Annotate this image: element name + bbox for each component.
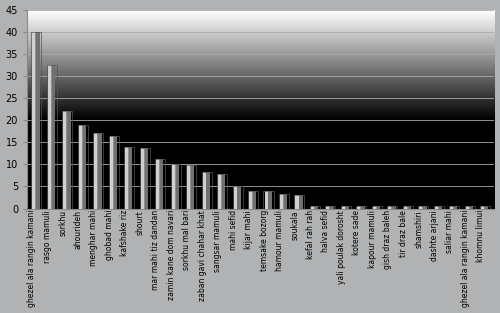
Bar: [142, 148, 148, 208]
Bar: [64, 111, 67, 208]
Bar: [96, 133, 102, 208]
Bar: [326, 206, 330, 208]
Bar: [127, 147, 132, 208]
Bar: [481, 206, 484, 208]
Bar: [172, 164, 175, 208]
Bar: [158, 159, 164, 208]
Bar: [110, 136, 114, 208]
Bar: [298, 195, 300, 208]
Bar: [436, 206, 442, 208]
Bar: [156, 159, 160, 208]
Bar: [312, 206, 318, 208]
Bar: [236, 187, 238, 208]
Bar: [420, 206, 423, 208]
Bar: [407, 206, 408, 208]
Bar: [252, 191, 253, 208]
Bar: [189, 165, 194, 208]
Bar: [50, 65, 55, 208]
Bar: [128, 147, 129, 208]
Bar: [404, 206, 407, 208]
Bar: [174, 164, 179, 208]
Bar: [51, 65, 52, 208]
Bar: [112, 136, 117, 208]
Bar: [34, 32, 40, 208]
Bar: [435, 206, 438, 208]
Bar: [390, 206, 396, 208]
Bar: [140, 148, 144, 208]
Bar: [66, 111, 67, 208]
Bar: [342, 206, 345, 208]
Bar: [328, 206, 334, 208]
Bar: [113, 136, 114, 208]
Bar: [32, 32, 36, 208]
Bar: [249, 191, 252, 208]
Bar: [422, 206, 423, 208]
Bar: [280, 194, 283, 208]
Bar: [421, 206, 426, 208]
Bar: [283, 194, 284, 208]
Bar: [80, 125, 86, 208]
Bar: [221, 174, 222, 208]
Bar: [94, 133, 98, 208]
Bar: [266, 191, 272, 208]
Bar: [48, 65, 51, 208]
Bar: [204, 172, 210, 208]
Bar: [483, 206, 488, 208]
Bar: [360, 206, 362, 208]
Bar: [125, 147, 129, 208]
Bar: [484, 206, 485, 208]
Bar: [358, 206, 361, 208]
Bar: [282, 194, 287, 208]
Bar: [296, 195, 299, 208]
Bar: [187, 165, 190, 208]
Bar: [234, 187, 237, 208]
Bar: [65, 111, 70, 208]
Bar: [190, 165, 191, 208]
Bar: [466, 206, 469, 208]
Bar: [218, 174, 222, 208]
Bar: [79, 125, 82, 208]
Bar: [468, 206, 473, 208]
Bar: [311, 206, 314, 208]
Bar: [374, 206, 380, 208]
Bar: [373, 206, 376, 208]
Bar: [264, 191, 268, 208]
Bar: [359, 206, 364, 208]
Bar: [202, 172, 206, 208]
Bar: [469, 206, 470, 208]
Bar: [236, 187, 241, 208]
Bar: [251, 191, 256, 208]
Bar: [388, 206, 392, 208]
Bar: [345, 206, 346, 208]
Bar: [452, 206, 458, 208]
Bar: [450, 206, 454, 208]
Bar: [314, 206, 315, 208]
Bar: [406, 206, 411, 208]
Bar: [344, 206, 349, 208]
Bar: [174, 164, 176, 208]
Bar: [220, 174, 226, 208]
Bar: [297, 195, 302, 208]
